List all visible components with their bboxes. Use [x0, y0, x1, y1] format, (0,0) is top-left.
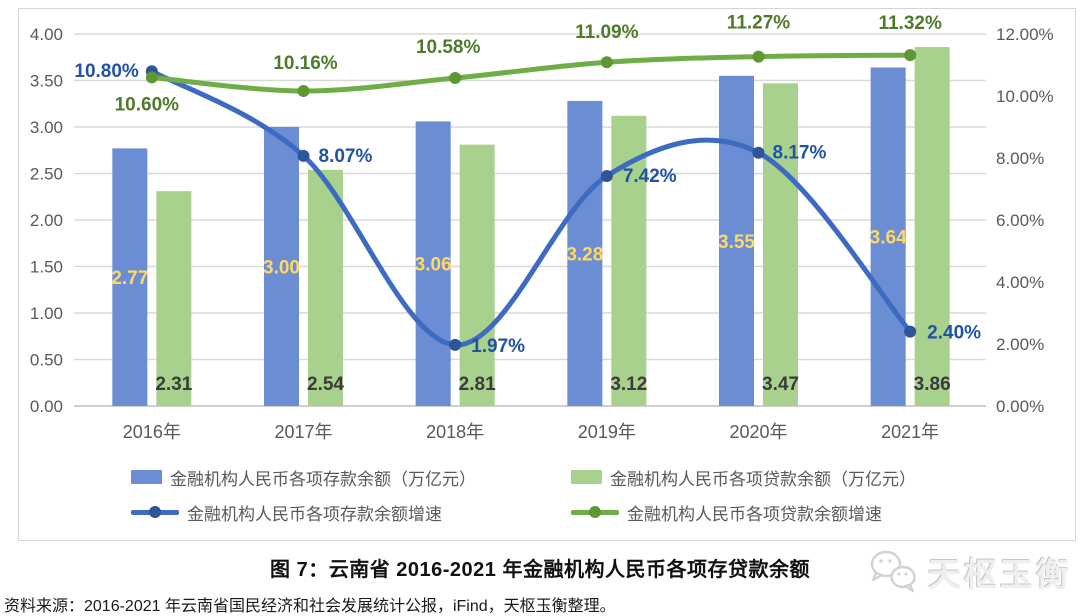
chart-legend: 金融机构人民币各项存款余额（万亿元） 金融机构人民币各项贷款余额（万亿元） 金融…: [131, 466, 916, 524]
svg-text:1.00: 1.00: [30, 304, 63, 323]
svg-text:2016年: 2016年: [123, 422, 181, 442]
legend-label: 金融机构人民币各项存款余额增速: [187, 504, 442, 524]
svg-text:1.97%: 1.97%: [471, 336, 525, 357]
loan-bar-swatch: [571, 470, 602, 484]
legend-label: 金融机构人民币各项贷款余额增速: [627, 504, 882, 524]
svg-text:2021年: 2021年: [881, 422, 939, 442]
svg-text:1.50: 1.50: [30, 258, 63, 277]
svg-text:2.81: 2.81: [459, 374, 496, 395]
svg-text:11.27%: 11.27%: [727, 13, 790, 34]
wechat-bubbles-icon: [870, 550, 916, 593]
legend-item-deposit-balance: 金融机构人民币各项存款余额（万亿元）: [131, 466, 571, 489]
svg-text:10.60%: 10.60%: [115, 94, 180, 115]
line-labels-1: 10.60% 10.16% 10.58% 11.09% 11.27% 11.32%: [115, 13, 942, 116]
svg-text:2.00%: 2.00%: [996, 335, 1044, 354]
watermark-text: 天枢玉衡: [928, 558, 1072, 594]
x-axis-labels: 2016年 2017年 2018年 2019年 2020年 2021年: [123, 422, 939, 442]
legend-item-loan-growth: 金融机构人民币各项贷款余额增速: [571, 501, 916, 524]
svg-text:3.00: 3.00: [263, 258, 300, 279]
svg-text:12.00%: 12.00%: [996, 25, 1054, 44]
svg-text:4.00: 4.00: [30, 25, 63, 44]
svg-text:10.80%: 10.80%: [74, 61, 139, 82]
svg-text:3.06: 3.06: [415, 255, 452, 276]
svg-text:3.12: 3.12: [610, 374, 647, 395]
line-series-1: [145, 49, 917, 98]
svg-text:2.31: 2.31: [155, 374, 192, 395]
combo-chart: 0.000.501.001.502.002.503.003.504.000.00…: [30, 13, 1054, 442]
deposit-bar-swatch: [131, 470, 162, 484]
svg-text:3.47: 3.47: [762, 374, 799, 395]
bar-labels-1: 2.31 2.54 2.81 3.12 3.47 3.86: [155, 374, 950, 395]
left-axis-ticks: 0.00 0.50 1.00 1.50 2.00 2.50 3.00 3.50 4.00: [30, 25, 63, 416]
svg-text:2.77: 2.77: [111, 268, 148, 289]
svg-text:10.00%: 10.00%: [996, 87, 1054, 106]
gridlines: [74, 33, 986, 407]
svg-text:2019年: 2019年: [578, 422, 636, 442]
svg-text:3.50: 3.50: [30, 72, 63, 91]
svg-text:2020年: 2020年: [729, 422, 787, 442]
legend-label: 金融机构人民币各项存款余额（万亿元）: [170, 469, 476, 489]
svg-text:3.28: 3.28: [566, 244, 603, 265]
svg-text:2017年: 2017年: [274, 422, 332, 442]
bar-series-1: [156, 47, 950, 407]
svg-text:2.00: 2.00: [30, 211, 63, 230]
source-note: 资料来源：2016-2021 年云南省国民经济和社会发展统计公报，iFind，天…: [4, 598, 616, 615]
svg-text:11.32%: 11.32%: [878, 13, 941, 34]
svg-text:0.50: 0.50: [30, 351, 63, 370]
svg-text:2.50: 2.50: [30, 165, 63, 184]
bar-series-0: [112, 67, 906, 407]
line-labels-0: 10.80% 8.07% 1.97% 7.42% 8.17% 2.40%: [74, 61, 981, 357]
svg-text:2.40%: 2.40%: [927, 323, 981, 344]
svg-text:4.00%: 4.00%: [996, 273, 1044, 292]
svg-text:8.17%: 8.17%: [773, 143, 827, 164]
svg-text:8.07%: 8.07%: [319, 146, 373, 167]
svg-text:3.55: 3.55: [718, 232, 755, 253]
svg-text:0.00: 0.00: [30, 397, 63, 416]
svg-text:3.00: 3.00: [30, 118, 63, 137]
chart-container: 0.00 0.50 1.00 1.50 2.00 2.50 3.00 3.50 4.00 0.00…: [18, 8, 1076, 541]
figure-title: 图 7：云南省 2016-2021 年金融机构人民币各项存贷款余额: [270, 559, 810, 581]
svg-text:6.00%: 6.00%: [996, 211, 1044, 230]
watermark: 天枢玉衡: [866, 548, 1072, 596]
loan-line-swatch: [571, 505, 619, 519]
legend-item-deposit-growth: 金融机构人民币各项存款余额增速: [131, 501, 571, 524]
svg-text:7.42%: 7.42%: [623, 166, 677, 187]
svg-text:10.58%: 10.58%: [416, 37, 481, 58]
svg-text:2.54: 2.54: [307, 374, 344, 395]
right-axis-ticks: 0.00% 2.00% 4.00% 6.00% 8.00% 10.00% 12.00%: [996, 25, 1054, 416]
svg-text:10.16%: 10.16%: [273, 53, 338, 74]
legend-item-loan-balance: 金融机构人民币各项贷款余额（万亿元）: [571, 466, 916, 489]
line-series-0: [145, 65, 917, 351]
bar-labels-0: 2.77 3.00 3.06 3.28 3.55 3.64: [111, 228, 907, 289]
deposit-line-swatch: [131, 505, 179, 519]
svg-text:2018年: 2018年: [426, 422, 484, 442]
legend-label: 金融机构人民币各项贷款余额（万亿元）: [610, 469, 916, 489]
svg-text:3.64: 3.64: [870, 228, 907, 249]
svg-text:11.09%: 11.09%: [575, 22, 638, 43]
svg-text:3.86: 3.86: [914, 374, 951, 395]
svg-text:0.00%: 0.00%: [996, 397, 1044, 416]
svg-text:8.00%: 8.00%: [996, 149, 1044, 168]
